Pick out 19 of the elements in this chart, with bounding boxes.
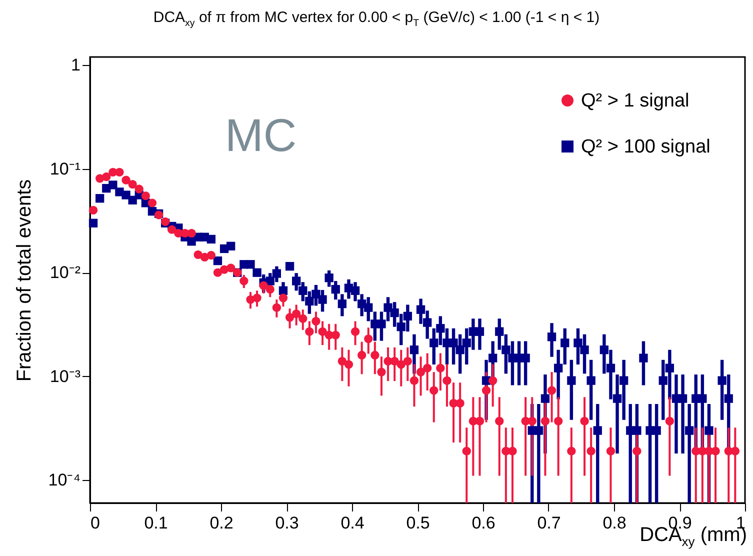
legend-label: Q² > 100 signal	[581, 136, 710, 158]
y-tick-label: 10⁻¹	[50, 159, 81, 178]
annotation: MC	[225, 108, 297, 162]
x-tick-label: 0.1	[144, 514, 168, 532]
y-tick-label: 10⁻³	[50, 366, 81, 386]
x-tick-label: 0.2	[210, 514, 234, 532]
x-tick-label: 0.8	[602, 514, 626, 532]
x-tick-label: 0.6	[472, 514, 496, 532]
y-tick-label: 10⁻²	[50, 263, 81, 282]
legend-label: Q² > 1 signal	[581, 90, 690, 112]
x-tick-label: 0.3	[275, 514, 299, 532]
x-tick-label: 0	[90, 514, 100, 532]
y-axis-title: Fraction of total events	[13, 179, 36, 382]
chart-title: DCA$_{xy}$ of π from MC vertex for 0.00 < p$_{T}$ (GeV/c) < 1.00 (-1 < η < 1)	[152, 9, 601, 29]
x-tick-label: 0.4	[340, 514, 364, 532]
x-tick-label: 0.7	[537, 514, 561, 532]
y-tick-label: 1	[71, 56, 80, 75]
y-tick-label: 10⁻⁴	[48, 470, 80, 490]
x-tick-label: 0.5	[406, 514, 430, 532]
